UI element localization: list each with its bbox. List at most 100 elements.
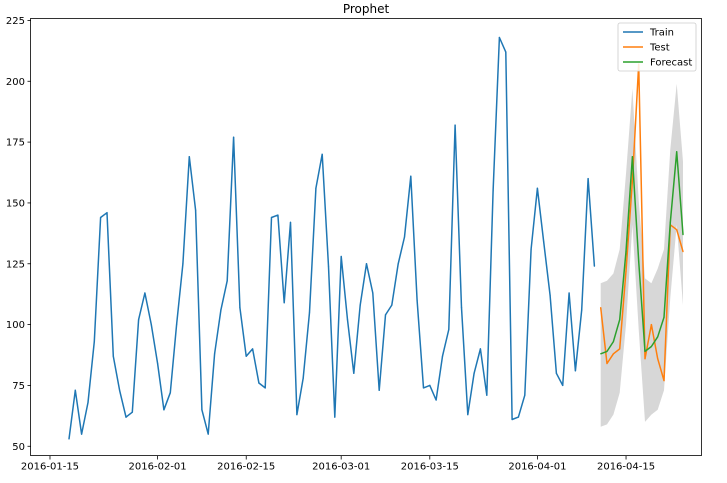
data-point-test [606,362,608,365]
data-point-train [270,216,273,219]
data-point-train [144,292,146,294]
legend-label-train: Train [649,28,674,39]
y-tick-label: 150 [6,198,25,209]
forecast-interval-band [600,83,683,427]
data-point-train [327,265,330,267]
data-point-train [397,263,399,265]
legend-label-forecast: Forecast [650,58,692,69]
data-point-train [106,212,108,214]
data-point-forecast [669,221,671,223]
y-tick-label: 75 [12,381,25,392]
y-tick-label: 100 [6,320,25,331]
data-point-test [657,358,659,360]
data-point-train [340,255,342,258]
y-tick-label: 200 [6,77,25,88]
data-point-train [467,414,469,416]
data-point-forecast [631,156,634,158]
data-point-train [258,382,260,384]
legend-label-test: Test [649,43,670,54]
data-point-test [644,358,646,360]
data-point-train [479,348,481,350]
data-point-train [562,384,564,386]
data-point-train [188,156,190,158]
x-tick-label: 2016-03-01 [312,462,370,473]
data-point-train [422,387,425,389]
x-tick-label: 2016-02-15 [217,462,275,473]
data-point-train [454,124,456,126]
data-point-train [68,438,70,440]
data-point-forecast [600,353,602,355]
data-point-train [195,209,197,211]
data-point-train [346,319,349,321]
x-tick-label: 2016-03-15 [401,462,459,473]
data-point-train [308,311,311,313]
data-point-train [138,319,140,321]
x-tick-label: 2016-01-15 [21,462,79,473]
data-point-train [289,221,292,223]
x-axis: 2016-01-15 2016-02-01 2016-02-15 2016-03-01… [21,456,655,473]
data-point-train [150,324,152,326]
data-point-test [682,251,684,253]
data-point-train [543,241,545,243]
data-point-test [631,180,634,182]
data-point-train [384,314,387,316]
data-point-forecast [625,251,627,253]
data-point-train [207,433,209,435]
data-point-forecast [606,350,608,352]
data-point-train [220,309,222,311]
data-point-train [416,299,418,301]
data-point-forecast [644,350,646,352]
data-point-train [315,187,317,189]
data-point-train [321,153,323,155]
data-point-train [182,263,184,265]
data-point-forecast [638,260,640,262]
data-point-train [239,307,241,309]
data-point-train [359,304,361,306]
data-point-train [264,387,266,389]
data-point-train [157,362,159,365]
y-tick-label: 175 [6,138,25,149]
data-point-train [296,414,298,416]
data-point-train [353,372,355,374]
data-point-forecast [650,345,653,348]
data-point-forecast [676,151,678,153]
data-point-train [448,328,450,331]
data-point-train [524,394,526,396]
data-point-train [226,280,228,282]
x-tick-label: 2016-02-01 [129,462,187,473]
data-point-train [460,307,463,309]
data-point-train [334,416,336,418]
data-point-test [663,380,665,382]
data-point-train [125,416,127,418]
y-tick-label: 225 [6,16,25,27]
data-point-test [676,229,678,231]
data-point-train [410,175,412,177]
y-tick-label: 125 [6,259,25,270]
data-point-train [131,411,133,413]
data-point-test [625,270,627,272]
series-line-test [599,63,684,382]
data-point-train [517,416,520,418]
data-point-train [74,389,76,391]
series-line-train [68,36,596,440]
data-point-train [277,214,279,216]
data-point-train [163,409,165,411]
data-point-test [600,307,602,309]
data-point-train [574,370,577,372]
data-point-train [176,324,178,326]
y-axis: 50 75 100 125 150 175 200 225 [6,16,31,453]
data-point-train [252,348,254,350]
data-point-train [511,418,513,421]
data-point-train [498,36,500,39]
data-point-train [568,292,570,294]
data-point-forecast [663,316,665,318]
data-point-train [593,265,596,267]
data-point-train [365,263,368,265]
data-point-test [650,324,653,326]
data-point-train [441,355,444,357]
x-tick-label: 2016-04-01 [508,462,566,473]
series-line-forecast [600,151,684,355]
chart-title: Prophet [343,2,390,16]
data-point-train [112,355,114,357]
